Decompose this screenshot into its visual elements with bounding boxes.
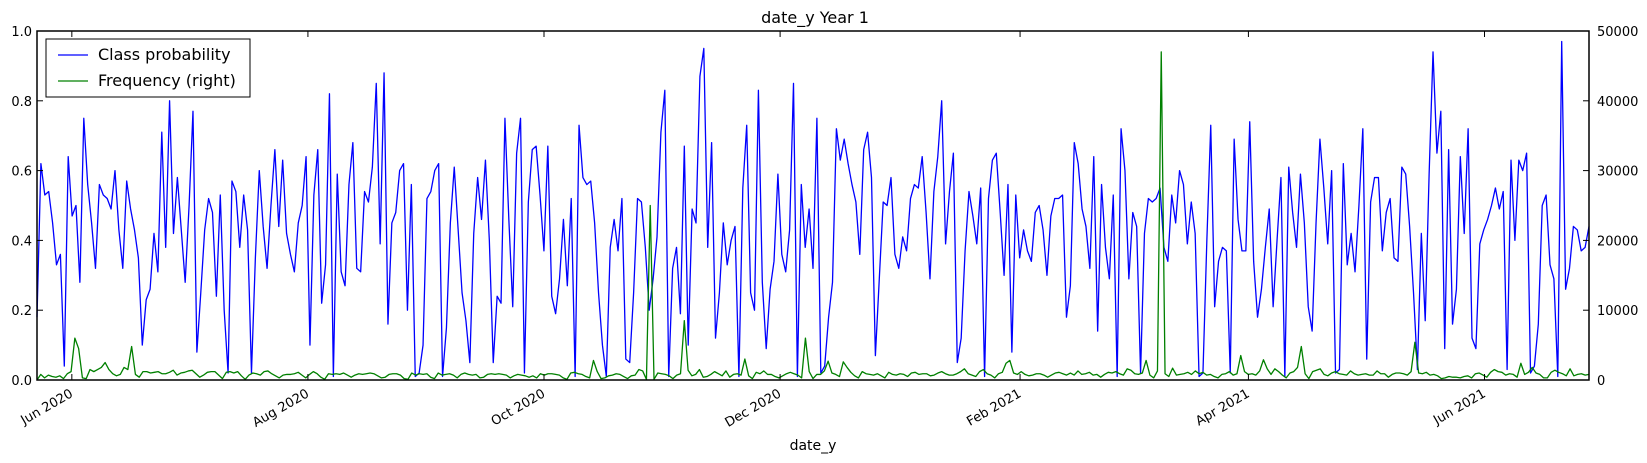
legend: Class probability Frequency (right) [45,38,251,98]
series-line-class-probability [36,40,1590,378]
legend-box [45,38,251,98]
chart-title: date_y Year 1 [761,8,869,28]
plot-frame [36,30,1590,381]
left-tick-label: 1.0 [11,25,32,40]
x-tick-label: Apr 2021 [1193,386,1252,429]
x-tick-label: Jun 2020 [18,386,76,428]
left-tick-label: 0.0 [11,374,32,389]
x-tick-label: Oct 2020 [489,386,548,429]
x-axis-label: date_y [790,438,837,454]
series-layer [36,40,1590,381]
right-axis: 0 10000 20000 30000 40000 50000 [1583,25,1638,389]
right-tick-label: 10000 [1597,304,1638,319]
right-tick-label: 30000 [1597,165,1638,180]
right-tick-label: 50000 [1597,25,1638,40]
series-line-frequency-right [36,51,1590,381]
legend-label-frequency: Frequency (right) [98,71,236,90]
right-tick-label: 0 [1597,374,1605,389]
left-tick-label: 0.4 [11,234,32,249]
left-tick-label: 0.6 [11,165,32,180]
x-tick-label: Jun 2021 [1430,386,1488,428]
right-tick-label: 40000 [1597,95,1638,110]
x-tick-label: Feb 2021 [964,386,1024,429]
x-tick-label: Dec 2020 [723,386,785,430]
left-axis: 0.0 0.2 0.4 0.6 0.8 1.0 [11,25,43,389]
left-tick-label: 0.2 [11,304,32,319]
x-tick-label: Aug 2020 [250,386,312,430]
left-tick-label: 0.8 [11,95,32,110]
right-tick-label: 20000 [1597,234,1638,249]
legend-label-class-probability: Class probability [98,45,231,64]
